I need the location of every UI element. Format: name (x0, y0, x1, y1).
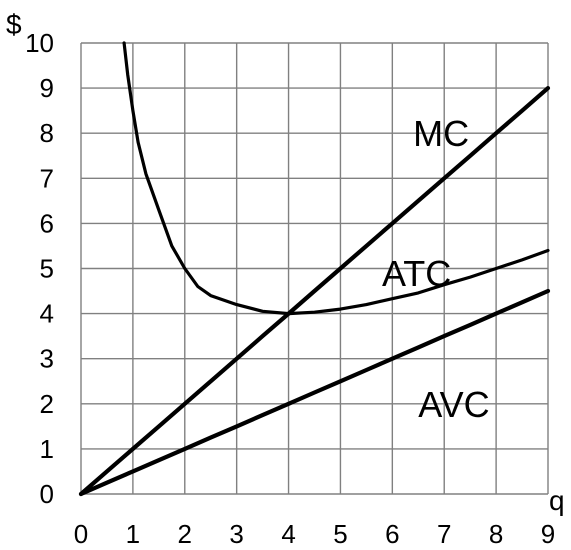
x-axis-label: q (549, 485, 565, 516)
grid (80, 42, 549, 495)
y-tick-label: 4 (40, 299, 54, 329)
x-tick-label: 3 (229, 519, 243, 549)
y-tick-labels: 0 1 2 3 4 5 6 7 8 9 10 (25, 28, 54, 509)
series-line-avc (78, 288, 551, 497)
y-tick-label: 2 (40, 389, 54, 419)
x-tick-labels: 0 1 2 3 4 5 6 7 8 9 (74, 519, 555, 549)
y-tick-label: 3 (40, 344, 54, 374)
y-tick-label: 9 (40, 73, 54, 103)
series-label-avc: AVC (418, 384, 489, 425)
series-labels: MC ATC AVC (382, 113, 490, 425)
series-lines (78, 41, 551, 497)
y-tick-label: 8 (40, 118, 54, 148)
x-tick-label: 7 (437, 519, 451, 549)
series-label-mc: MC (413, 113, 469, 154)
x-tick-label: 9 (541, 519, 555, 549)
x-tick-label: 2 (178, 519, 192, 549)
x-tick-label: 4 (281, 519, 295, 549)
y-tick-label: 7 (40, 163, 54, 193)
series-line-mc (78, 85, 551, 497)
x-tick-label: 0 (74, 519, 88, 549)
y-tick-label: 1 (40, 434, 54, 464)
x-tick-label: 5 (333, 519, 347, 549)
y-tick-label: 0 (40, 479, 54, 509)
x-tick-label: 6 (385, 519, 399, 549)
y-tick-label: 6 (40, 208, 54, 238)
series-label-atc: ATC (382, 253, 451, 294)
y-axis-label: $ (6, 9, 22, 40)
y-tick-label: 5 (40, 254, 54, 284)
series-line-atc (122, 41, 550, 316)
y-tick-label: 10 (25, 28, 54, 58)
x-tick-label: 8 (489, 519, 503, 549)
x-tick-label: 1 (126, 519, 140, 549)
